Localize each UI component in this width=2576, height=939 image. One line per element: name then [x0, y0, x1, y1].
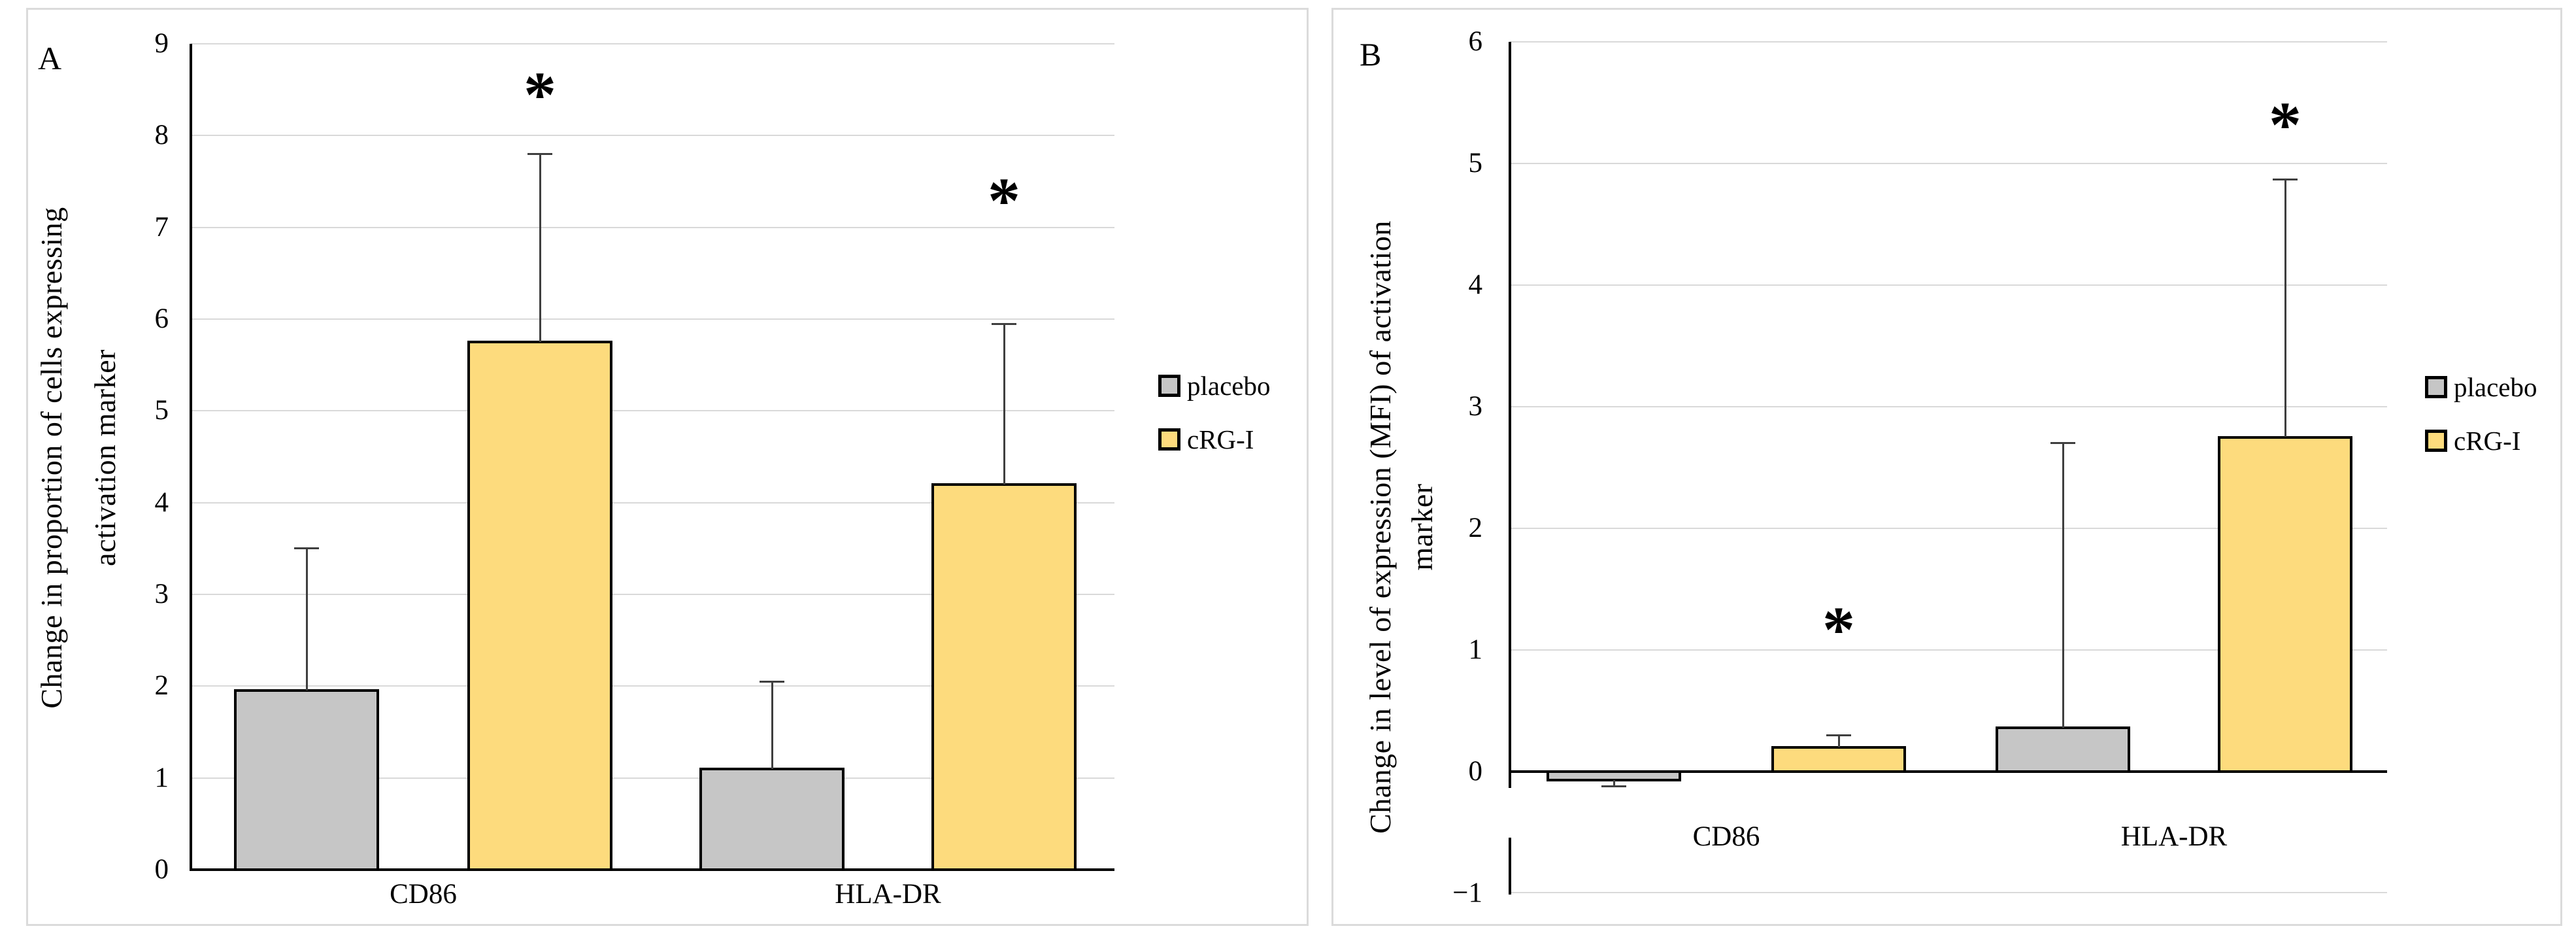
panel-a — [26, 8, 1309, 926]
panel-letter-a: A — [38, 40, 62, 77]
panel-b — [1331, 8, 2562, 926]
panel-letter-b: B — [1360, 36, 1382, 73]
